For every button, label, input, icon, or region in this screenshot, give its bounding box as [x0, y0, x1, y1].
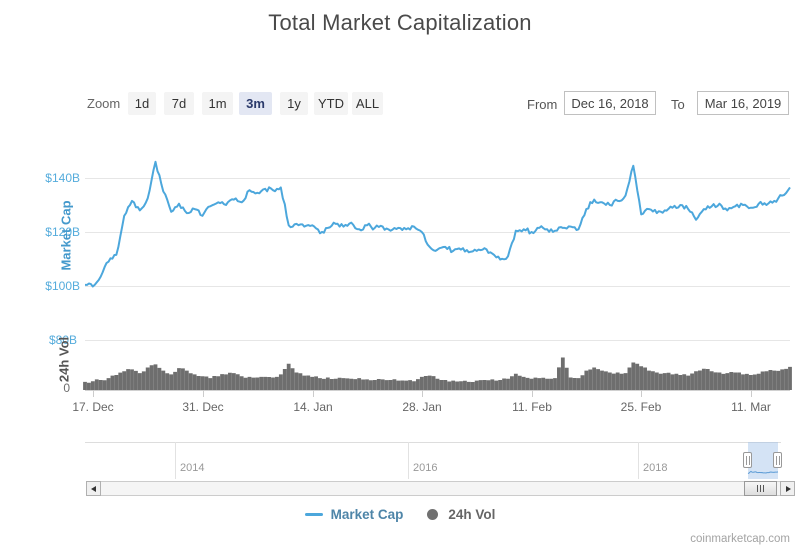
x-tick [203, 390, 204, 397]
zoom-button-ytd[interactable]: YTD [314, 92, 348, 115]
zoom-button-1m[interactable]: 1m [202, 92, 233, 115]
legend-label: Market Cap [330, 507, 404, 522]
line-swatch-icon [304, 513, 323, 516]
navigator-gridline [638, 442, 639, 479]
zoom-button-all[interactable]: ALL [352, 92, 383, 115]
navigator-year-label: 2018 [643, 462, 668, 474]
market-cap-line[interactable] [85, 160, 791, 288]
x-tick-label: 25. Feb [620, 400, 662, 414]
navigator-year-label: 2014 [180, 462, 205, 474]
zoom-button-7d[interactable]: 7d [164, 92, 194, 115]
y-label-80b: $80B [48, 333, 77, 347]
navigator-gridline [408, 442, 409, 479]
zoom-button-3m[interactable]: 3m [239, 92, 272, 115]
x-axis-line [85, 390, 790, 391]
left-arrow-icon [91, 486, 96, 492]
legend-item-market-cap[interactable]: Market Cap [304, 507, 404, 522]
volume-area[interactable] [83, 357, 792, 391]
gridline-120b [85, 232, 790, 233]
watermark: coinmarketcap.com [690, 533, 790, 545]
from-date-input[interactable] [564, 91, 656, 115]
y-label-vol-0: 0 [63, 381, 70, 395]
zoom-button-1d[interactable]: 1d [128, 92, 156, 115]
x-tick [422, 390, 423, 397]
navigator-top-border [85, 442, 781, 443]
from-label: From [527, 97, 558, 112]
x-tick [93, 390, 94, 397]
x-tick-label: 17. Dec [72, 400, 114, 414]
navigator-series-line [747, 470, 779, 474]
x-tick [532, 390, 533, 397]
zoom-label: Zoom [87, 96, 121, 111]
scrollbar-track[interactable] [86, 481, 795, 496]
legend-item-24h-vol[interactable]: 24h Vol [427, 507, 495, 522]
page-title: Total Market Capitalization [268, 10, 532, 35]
x-tick-label: 31. Dec [182, 400, 224, 414]
zoom-button-1y[interactable]: 1y [280, 92, 308, 115]
to-label: To [671, 97, 685, 112]
legend-label: 24h Vol [448, 507, 496, 522]
x-tick-label: 28. Jan [402, 400, 442, 414]
scrollbar-left-button[interactable] [86, 481, 101, 496]
gridline-140b [85, 178, 790, 179]
y-label-100b: $100B [45, 279, 80, 293]
x-tick-label: 11. Feb [512, 400, 552, 414]
navigator-handle-right[interactable] [773, 452, 782, 468]
scrollbar-right-button[interactable] [780, 481, 795, 496]
x-tick [751, 390, 752, 397]
dot-swatch-icon [427, 509, 439, 520]
navigator-gridline [175, 442, 176, 479]
y-label-140b: $140B [45, 171, 80, 185]
right-arrow-icon [786, 486, 791, 492]
y-label-120b: $120B [45, 225, 80, 239]
gridline-80b [85, 340, 790, 341]
legend: Market Cap 24h Vol [0, 507, 800, 522]
navigator-handle-left[interactable] [743, 452, 752, 468]
x-tick [313, 390, 314, 397]
x-tick-label: 14. Jan [293, 400, 333, 414]
scrollbar-thumb[interactable] [744, 481, 777, 496]
to-date-input[interactable] [697, 91, 789, 115]
navigator-year-label: 2016 [413, 462, 438, 474]
x-tick-label: 11. Mar [731, 400, 771, 414]
gridline-100b [85, 286, 790, 287]
x-tick [641, 390, 642, 397]
